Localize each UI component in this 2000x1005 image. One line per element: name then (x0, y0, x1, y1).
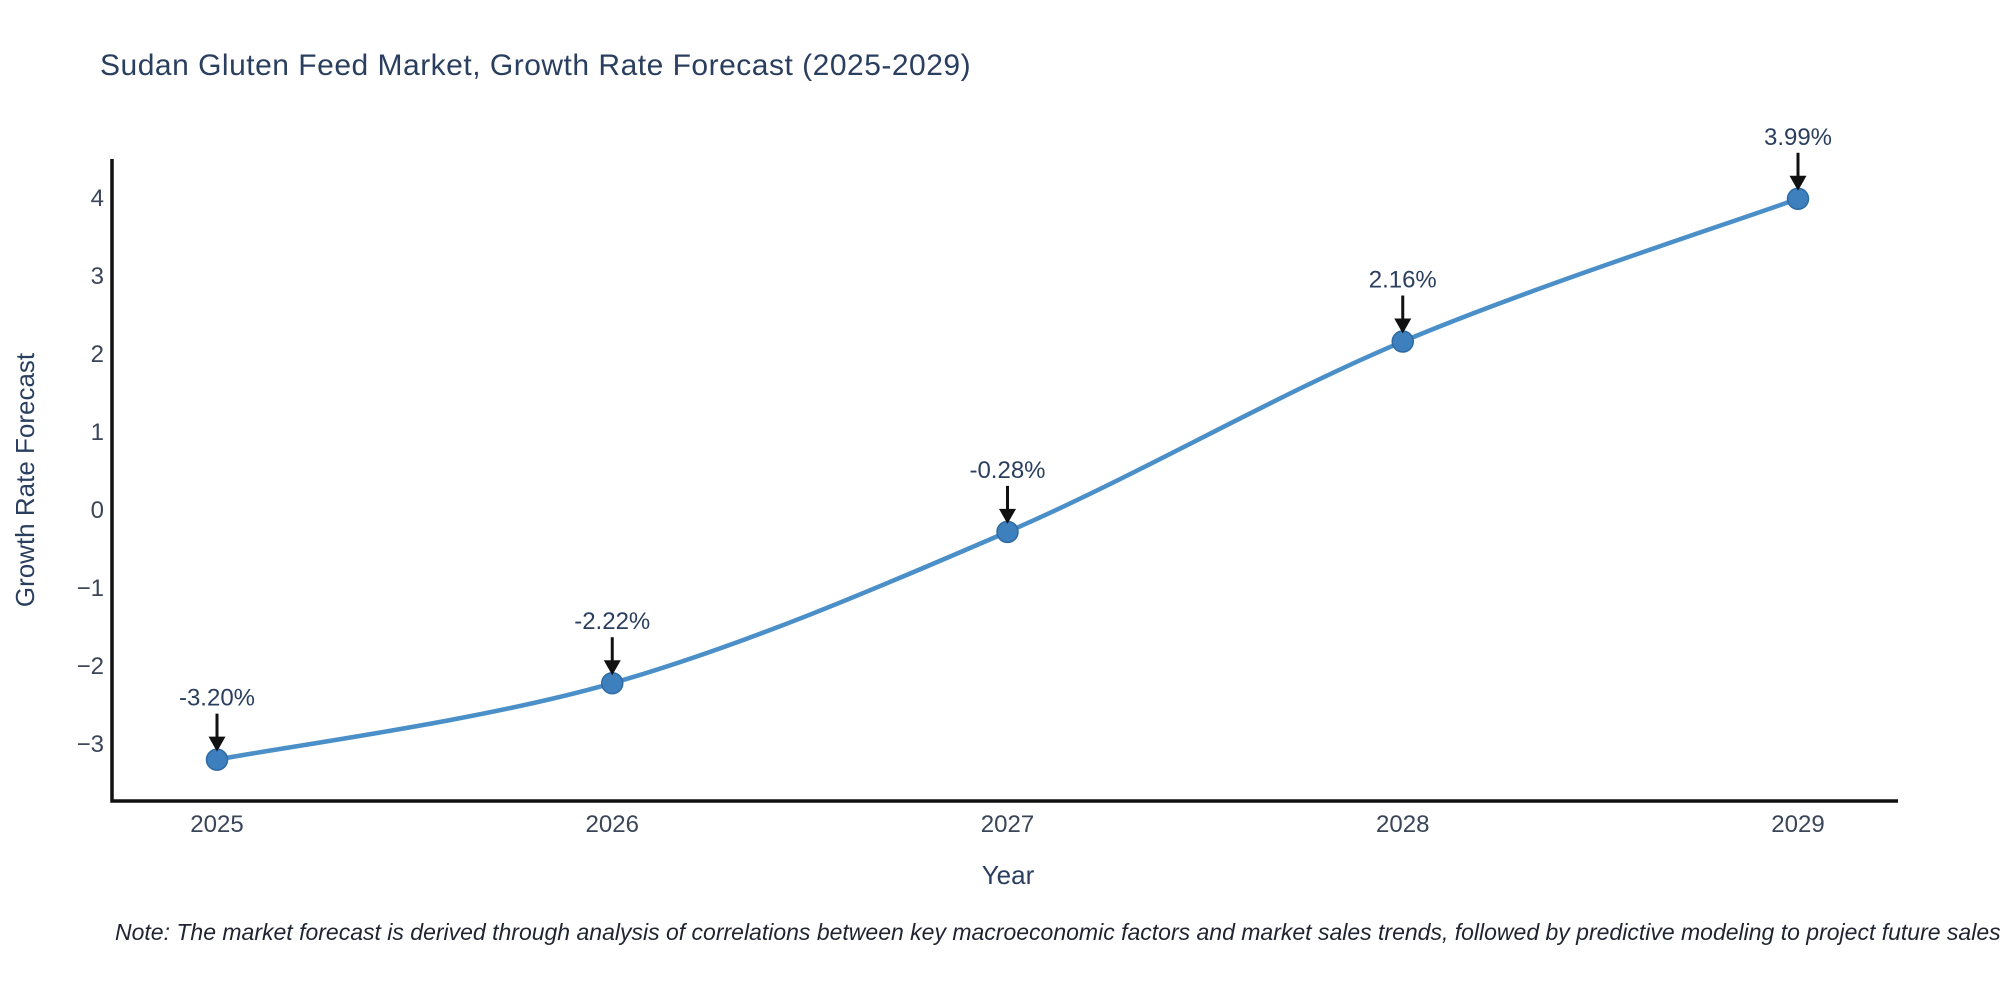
x-tick-label: 2025 (190, 811, 243, 838)
y-axis-title: Growth Rate Forecast (10, 352, 40, 607)
axes-lines (110, 159, 1898, 803)
point-annotation-label: -3.20% (179, 685, 255, 712)
point-annotation-label: 3.99% (1764, 124, 1832, 151)
x-tick-label: 2027 (981, 811, 1034, 838)
chart-title: Sudan Gluten Feed Market, Growth Rate Fo… (100, 49, 971, 82)
y-tick-label: 3 (91, 263, 104, 290)
data-point[interactable] (996, 520, 1019, 544)
footnote: Note: The market forecast is derived thr… (115, 919, 2000, 945)
point-annotation-label: -0.28% (969, 457, 1045, 484)
annotation-arrowhead (208, 736, 226, 752)
y-tick-label: −2 (77, 653, 104, 680)
data-point[interactable] (601, 671, 624, 695)
plot-area: 4 3 2 1 0 −1 −2 −3 2025 2026 2027 2028 2029 -3.20% -2.… (77, 124, 1898, 838)
data-point[interactable] (205, 748, 229, 771)
annotation-arrowhead (1394, 318, 1412, 334)
y-tick-label: 1 (91, 419, 104, 446)
point-annotation-label: 2.16% (1369, 267, 1437, 294)
data-point[interactable] (1391, 330, 1414, 353)
data-point[interactable] (1786, 187, 1810, 211)
x-tick-label: 2029 (1771, 811, 1824, 838)
x-tick-label: 2028 (1376, 811, 1429, 838)
x-tick-label: 2026 (586, 811, 639, 838)
annotation-arrowhead (999, 508, 1016, 524)
y-tick-label: −3 (77, 731, 104, 758)
y-tick-label: 0 (91, 497, 104, 524)
y-tick-label: 2 (91, 341, 104, 368)
annotation-arrowhead (603, 660, 621, 676)
annotation-arrowhead (1789, 175, 1807, 191)
point-annotation-label: -2.22% (574, 608, 650, 635)
y-tick-label: 4 (91, 185, 104, 212)
x-axis-title: Year (982, 860, 1035, 890)
y-tick-label: −1 (77, 575, 104, 602)
